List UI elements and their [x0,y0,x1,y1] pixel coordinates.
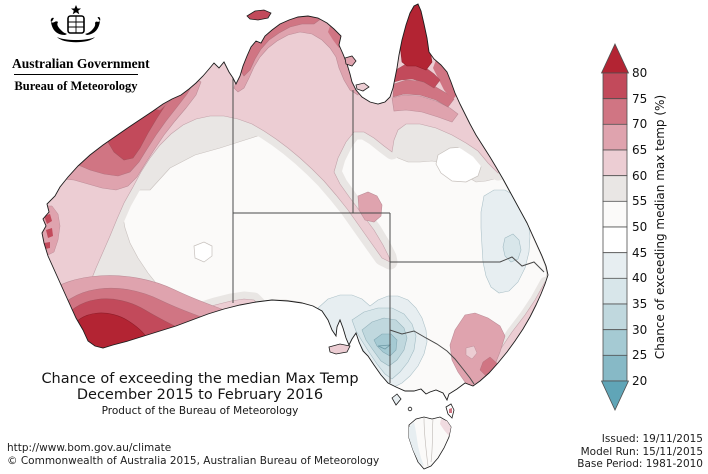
band-75-80-sharkbay-spots [44,214,53,249]
flinders-red-spot [449,408,452,413]
tasmania-ne-pink [440,419,451,436]
footer-model-run: Model Run: 15/11/2015 [580,445,703,458]
border-nsw-vic [389,329,475,385]
legend-tick: 35 [632,297,647,311]
legend-box-75-80 [602,72,628,100]
legend-tick: 70 [632,117,647,131]
footer-issued: Issued: 19/11/2015 [601,433,703,445]
map-title-line2: December 2015 to February 2016 [76,387,324,403]
legend-colorbar [600,43,630,411]
mornington-island [355,82,370,92]
footer-left: http://www.bom.gov.au/climate © Commonwe… [7,442,379,468]
melville-island [246,9,272,21]
legend-box-50-55 [602,200,628,228]
state-borders [232,74,545,385]
footer-base-period: Base Period: 1981-2010 [577,458,703,470]
legend-box-65-70 [602,123,628,151]
legend-box-20-25 [602,354,628,382]
map-title-line1: Chance of exceeding the median Max Temp [41,371,359,387]
tasmania [408,416,452,470]
coat-of-arms-icon [50,5,101,43]
footer-copyright: © Commonwealth of Australia 2015, Austra… [7,455,380,467]
band-75-80-kimberley [154,81,176,100]
government-label: Australian Government [12,56,150,71]
legend-tick: 80 [632,66,647,80]
legend-tick: 20 [632,374,647,388]
band-45-50-central-ring [193,241,213,263]
legend-tick-labels: 80 75 70 65 60 55 50 45 40 35 30 25 20 [632,66,647,388]
legend-tick: 40 [632,271,647,285]
legend-tick: 65 [632,143,647,157]
logo-divider [14,74,138,75]
band-35-40-nsw [502,233,522,263]
map-title-line3: Product of the Bureau of Meteorology [101,405,299,417]
legend-box-35-40 [602,277,628,305]
band-65-70-capeyork [391,94,459,123]
king-island [391,393,402,406]
hogan-islet [407,406,413,412]
footer-url[interactable]: http://www.bom.gov.au/climate [7,442,172,454]
kangaroo-island [328,343,351,355]
australia-coastline [41,3,549,402]
legend-box-40-45 [602,252,628,279]
legend-arrow-bottom [600,380,630,411]
legend-tick: 30 [632,323,647,337]
legend-box-55-60 [602,175,628,202]
band-70-75-capeyork [392,79,455,108]
border-qld-nsw [390,256,545,273]
legend-tick: 25 [632,348,647,362]
legend-box-45-50 [602,226,628,254]
legend-tick: 60 [632,169,647,183]
legend-tick: 50 [632,220,647,234]
legend-box-25-30 [602,329,628,356]
bom-logo: Australian Government Bureau of Meteorol… [12,4,150,94]
map-title-block: Chance of exceeding the median Max Temp … [35,371,365,418]
legend-box-30-35 [602,303,628,331]
tasmania-west-blue [409,422,424,466]
contour-25-pointer [377,344,392,350]
footer-right: Issued: 19/11/2015 Model Run: 15/11/2015… [577,433,703,471]
band-60-65-snowy-hole [465,345,478,360]
legend-box-70-75 [602,98,628,125]
legend-box-60-65 [602,149,628,177]
cool-probability-system [317,189,531,388]
tasmania-contours [423,417,434,467]
groote-eylandt [344,55,357,67]
legend-tick: 45 [632,246,647,260]
legend-axis-label: Chance of exceeding median max temp (%) [653,95,667,359]
islands [246,9,455,470]
legend-arrow-top [600,43,630,74]
legend-tick: 75 [632,92,647,106]
agency-label: Bureau of Meteorology [14,79,138,93]
legend-tick: 55 [632,194,647,208]
band-70-75-capemelville [433,60,458,100]
